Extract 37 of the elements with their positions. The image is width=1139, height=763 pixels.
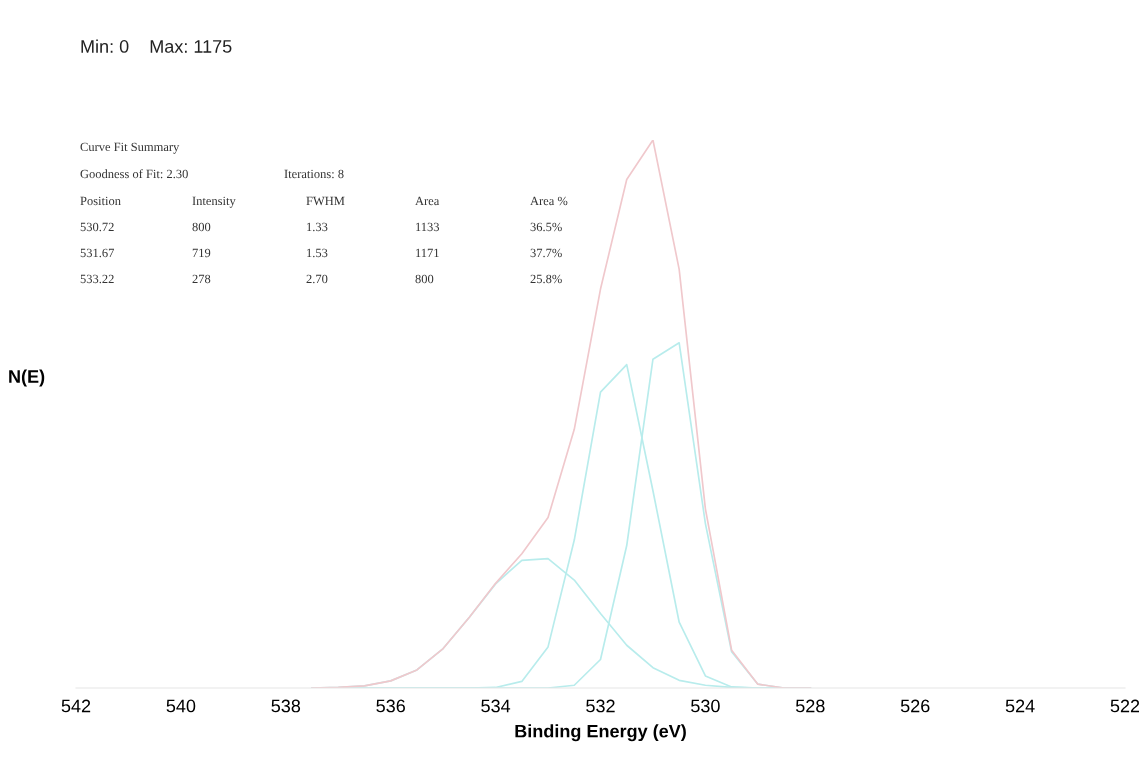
annotation: 278: [192, 274, 211, 284]
x-tick-label: 528: [795, 699, 825, 713]
x-tick-label: 542: [61, 699, 91, 713]
x-tick-label: 522: [1110, 699, 1139, 713]
x-axis-title: Binding Energy (eV): [515, 724, 686, 742]
annotation: 800: [415, 274, 434, 284]
x-tick-label: 534: [481, 699, 511, 713]
x-tick-label: 540: [166, 699, 196, 713]
annotation: 530.72: [80, 222, 114, 232]
annotation: 1171: [416, 248, 439, 258]
annotation: Intensity: [192, 196, 236, 208]
x-tick-label: 526: [900, 699, 930, 713]
annotation: Position: [80, 196, 121, 206]
annotation: FWHM: [306, 196, 345, 206]
chart-title: Min: 0 Max: 1175: [81, 39, 232, 53]
annotation: 1.33: [307, 222, 328, 232]
annotation: 719: [192, 248, 211, 258]
annotation: 531.67: [80, 248, 115, 258]
x-tick-label: 530: [691, 699, 720, 713]
annotation: 800: [192, 222, 211, 232]
annotation: 25.8%: [530, 274, 562, 284]
annotation: 36.5%: [530, 222, 562, 232]
annotation: Area %: [530, 196, 568, 206]
annotation: Goodness of Fit: 2.30: [80, 169, 188, 179]
x-tick-label: 524: [1005, 699, 1035, 713]
annotation: 533.22: [80, 274, 114, 284]
annotation: 1133: [416, 222, 440, 232]
annotation: Curve Fit Summary: [80, 142, 180, 154]
annotation: 1.53: [307, 248, 328, 258]
annotation: 37.7%: [530, 248, 562, 258]
annotation: Area: [415, 196, 440, 206]
x-tick-label: 536: [376, 699, 405, 713]
annotation: Iterations: 8: [284, 169, 344, 179]
x-tick-label: 538: [271, 699, 301, 713]
y-axis-title: N(E): [9, 369, 45, 387]
x-tick-label: 532: [586, 699, 615, 713]
annotation: 2.70: [306, 274, 328, 284]
